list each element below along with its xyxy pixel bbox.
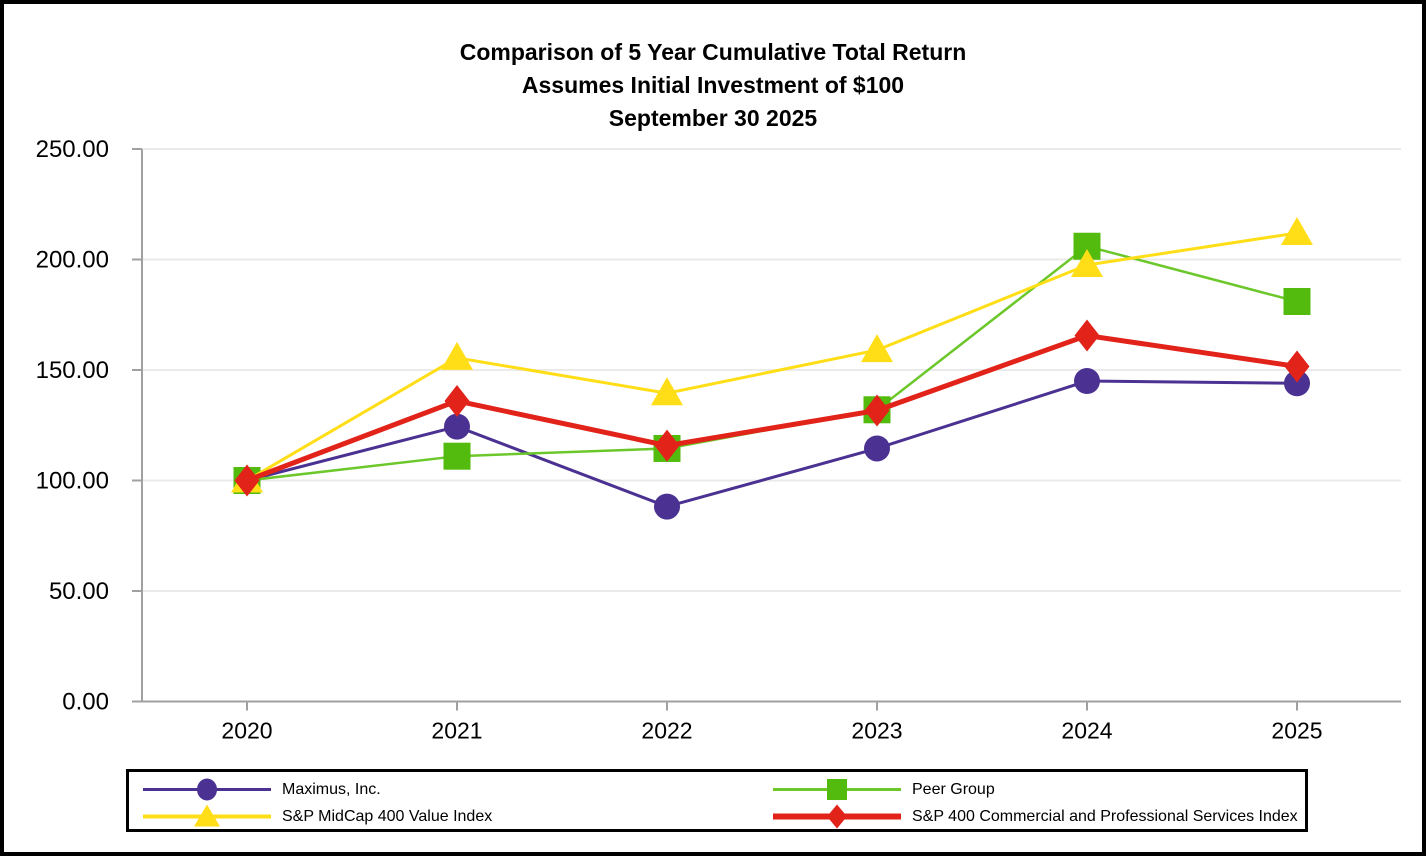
legend: Maximus, Inc. Peer Group S&P MidCap 400 …	[126, 769, 1308, 832]
series-line-peer-group	[246, 244, 1298, 482]
marker-sp-midcap-400-value-2023	[861, 334, 893, 363]
maximus-line-circle-swatch	[143, 778, 271, 801]
peer-group-line-square-swatch	[773, 779, 901, 800]
marker-maximus-2023	[864, 435, 890, 462]
legend-item-maximus: Maximus, Inc.	[141, 777, 771, 802]
legend-grid: Maximus, Inc. Peer Group S&P MidCap 400 …	[129, 772, 1305, 829]
marker-sp-400-commercial-2025	[1284, 350, 1310, 383]
legend-maximus-ellipse	[197, 778, 217, 801]
y-tick-label-100: 100.00	[36, 468, 109, 495]
marker-sp-midcap-400-value-2025	[1281, 216, 1313, 245]
marker-sp-midcap-400-value-2024	[1071, 249, 1103, 278]
x-tick-label-2021: 2021	[431, 718, 482, 744]
y-tick-label-250: 250.00	[36, 136, 109, 163]
marker-sp-midcap-400-value-2021	[441, 341, 473, 370]
x-tick-label-2020: 2020	[221, 718, 272, 744]
legend-label-peer-group: Peer Group	[912, 780, 995, 798]
line-chart: 0.00 50.00 100.00 150.00 200.00 250.00 2020 202…	[36, 136, 1401, 744]
sp-midcap-line-triangle-swatch	[143, 804, 271, 827]
marker-sp-400-commercial-2021	[444, 384, 470, 417]
marker-sp-400-commercial-2022	[654, 429, 680, 462]
marker-sp-400-commercial-2020	[234, 464, 260, 497]
legend-label-maximus: Maximus, Inc.	[282, 780, 381, 798]
legend-peer-group-rect	[827, 779, 847, 800]
marker-maximus-2025	[1284, 370, 1310, 397]
marker-sp-midcap-400-value-2022	[651, 377, 683, 406]
legend-item-sp-midcap-400-value: S&P MidCap 400 Value Index	[141, 804, 771, 829]
x-tick-label-2022: 2022	[641, 718, 692, 744]
y-tick-label-150: 150.00	[36, 357, 109, 384]
y-tick-label-0: 0.00	[62, 689, 109, 716]
x-tick-label-2025: 2025	[1271, 718, 1322, 744]
series-line-maximus	[246, 379, 1298, 509]
legend-item-sp-400-commercial: S&P 400 Commercial and Professional Serv…	[771, 804, 1305, 829]
series-line-sp-midcap-400-value	[246, 231, 1298, 482]
marker-sp-400-commercial-2024	[1074, 319, 1100, 352]
marker-peer-group-2025	[1283, 287, 1311, 315]
x-tick-label-2023: 2023	[851, 718, 902, 744]
y-tick-label-200: 200.00	[36, 247, 109, 274]
sp-400-commercial-line-diamond-swatch	[773, 804, 901, 829]
legend-label-sp-400-commercial: S&P 400 Commercial and Professional Serv…	[912, 807, 1298, 825]
legend-label-sp-midcap-400-value: S&P MidCap 400 Value Index	[282, 807, 493, 825]
chart-title-line-3: September 30 2025	[608, 105, 818, 131]
marker-maximus-2024	[1074, 368, 1100, 395]
chart-title-line-2: Assumes Initial Investment of $100	[521, 72, 905, 98]
legend-item-peer-group: Peer Group	[771, 777, 1305, 802]
legend-sp-midcap-400-value-polygon	[194, 804, 220, 827]
chart-title-block: Comparison of 5 Year Cumulative Total Re…	[4, 36, 1422, 135]
x-tick-label-2024: 2024	[1061, 718, 1112, 744]
marker-maximus-2022	[654, 493, 680, 520]
marker-sp-400-commercial-2023	[864, 394, 890, 427]
legend-sp-400-commercial-polygon	[827, 804, 847, 829]
chart-title-line-1: Comparison of 5 Year Cumulative Total Re…	[459, 39, 967, 65]
marker-peer-group-2021	[443, 442, 471, 470]
marker-maximus-2021	[444, 413, 470, 440]
y-tick-label-50: 50.00	[49, 578, 109, 605]
series-line-sp-400-commercial	[246, 332, 1298, 483]
